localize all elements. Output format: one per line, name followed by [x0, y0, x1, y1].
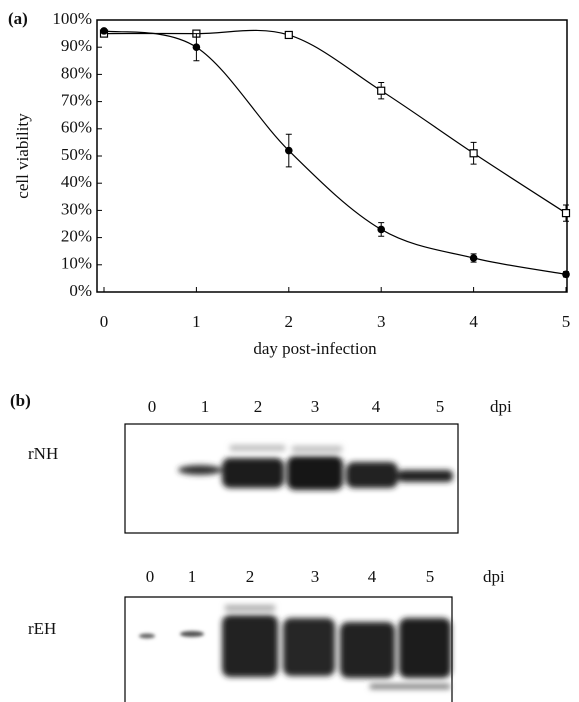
marker — [470, 254, 478, 262]
lane-label: 5 — [436, 397, 445, 416]
lane-label: 3 — [311, 567, 320, 586]
y-tick-label: 20% — [61, 227, 92, 246]
lane-label: 0 — [146, 567, 155, 586]
marker — [562, 271, 570, 279]
x-axis-label: day post-infection — [253, 339, 377, 358]
marker — [193, 43, 201, 51]
y-tick-label: 70% — [61, 91, 92, 110]
lane-unit: dpi — [483, 567, 505, 586]
lane-label: 2 — [246, 567, 255, 586]
y-tick-label: 80% — [61, 63, 92, 82]
lane-unit: dpi — [490, 397, 512, 416]
series-line — [104, 30, 566, 213]
lane-label: 4 — [372, 397, 381, 416]
lane-label: 5 — [426, 567, 435, 586]
y-tick-label: 0% — [69, 281, 92, 300]
marker — [470, 150, 477, 157]
x-tick-label: 0 — [100, 312, 109, 331]
x-tick-label: 3 — [377, 312, 386, 331]
marker — [377, 226, 385, 234]
x-tick-label: 1 — [192, 312, 201, 331]
lane-label: 0 — [148, 397, 157, 416]
marker — [285, 147, 293, 155]
y-tick-label: 40% — [61, 172, 92, 191]
y-tick-label: 60% — [61, 118, 92, 137]
y-axis-label: cell viability — [13, 113, 32, 199]
lane-label: 1 — [188, 567, 197, 586]
marker — [100, 27, 108, 35]
blot — [125, 424, 458, 533]
x-tick-label: 2 — [285, 312, 294, 331]
lane-label: 3 — [311, 397, 320, 416]
blot — [125, 597, 452, 702]
blot-label: rEH — [28, 619, 56, 638]
x-tick-label: 5 — [562, 312, 571, 331]
lane-label: 4 — [368, 567, 377, 586]
lane-label: 1 — [201, 397, 210, 416]
blot-label: rNH — [28, 444, 58, 463]
lane-label: 2 — [254, 397, 263, 416]
x-tick-label: 4 — [469, 312, 478, 331]
y-tick-label: 10% — [61, 254, 92, 273]
panel-label: (a) — [8, 9, 28, 28]
y-tick-label: 90% — [61, 36, 92, 55]
marker — [563, 210, 570, 217]
panel-label: (b) — [10, 391, 31, 410]
series-line — [104, 31, 566, 274]
marker — [378, 87, 385, 94]
figure: (a) day post-infection cell viability (b… — [0, 0, 579, 702]
marker — [285, 31, 292, 38]
y-tick-label: 50% — [61, 145, 92, 164]
y-tick-label: 100% — [52, 9, 92, 28]
y-tick-label: 30% — [61, 199, 92, 218]
plot-frame — [97, 20, 567, 292]
